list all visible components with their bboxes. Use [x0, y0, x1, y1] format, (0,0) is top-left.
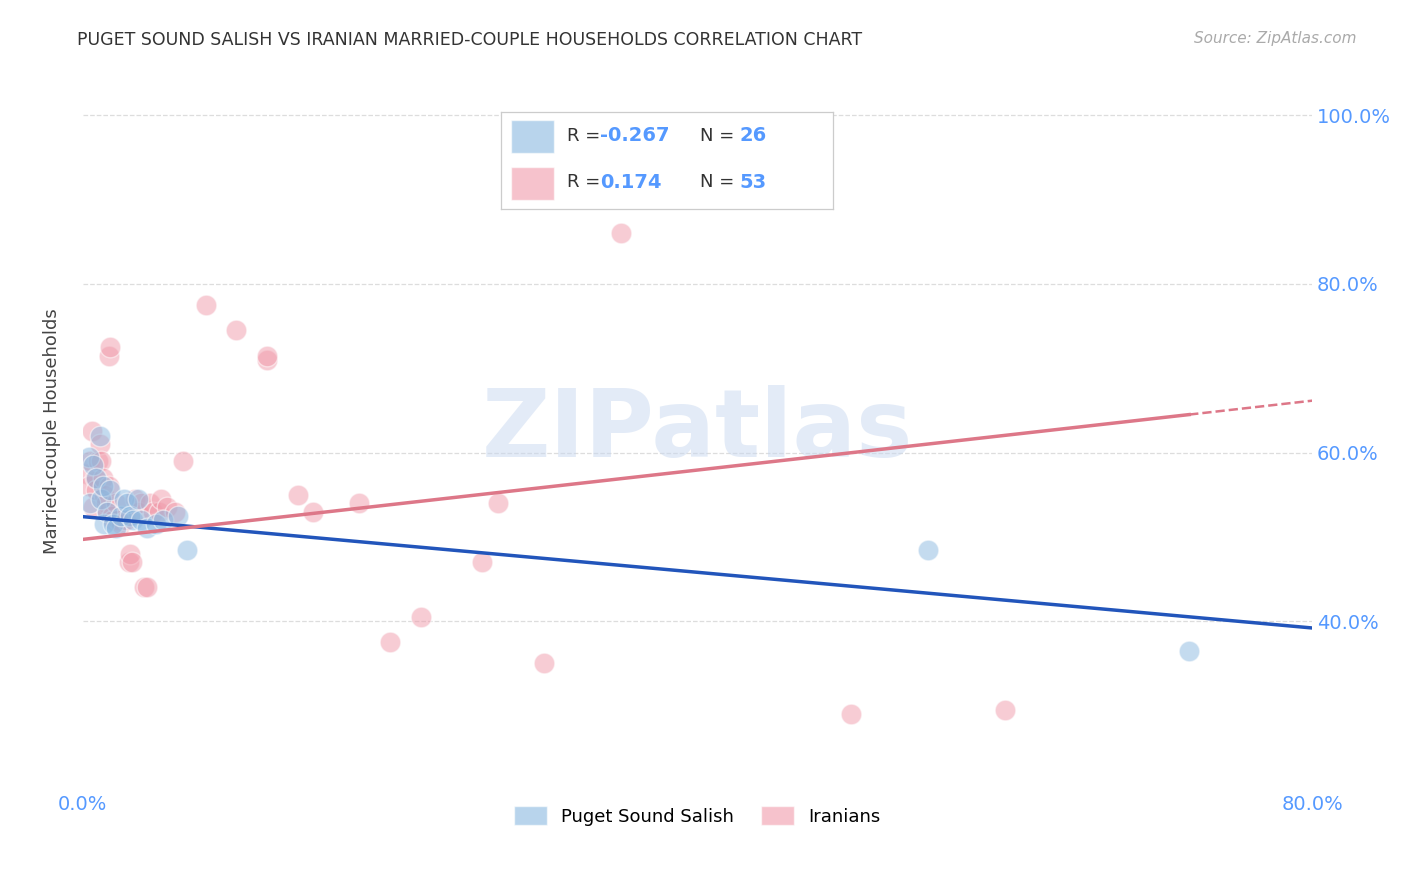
Point [121, 555, 143, 569]
Point [120, 508, 142, 523]
Point [114, 513, 136, 527]
Point [80, 425, 103, 439]
Point [127, 491, 149, 506]
Point [90, 454, 112, 468]
Point [994, 703, 1017, 717]
Point [89, 428, 111, 442]
Point [79, 496, 101, 510]
Point [103, 513, 125, 527]
Point [148, 505, 170, 519]
Point [79, 454, 101, 468]
Point [98, 340, 121, 354]
Point [134, 581, 156, 595]
Point [194, 298, 217, 312]
Point [87, 454, 110, 468]
Point [89, 437, 111, 451]
Point [105, 496, 128, 510]
Text: Source: ZipAtlas.com: Source: ZipAtlas.com [1194, 31, 1357, 46]
Point [91, 479, 114, 493]
Point [77, 450, 100, 464]
Point [349, 496, 371, 510]
Point [302, 505, 325, 519]
Point [122, 513, 145, 527]
Point [917, 542, 939, 557]
Y-axis label: Married-couple Households: Married-couple Households [44, 309, 60, 554]
Point [129, 513, 152, 527]
Point [93, 517, 115, 532]
Point [110, 508, 132, 523]
Point [112, 491, 135, 506]
Point [152, 513, 174, 527]
Point [150, 491, 173, 506]
Point [118, 555, 141, 569]
Point [256, 352, 278, 367]
Point [378, 635, 401, 649]
Point [96, 505, 118, 519]
Point [97, 479, 120, 493]
Point [167, 508, 190, 523]
Point [90, 491, 112, 506]
Point [163, 505, 186, 519]
Point [533, 657, 555, 671]
Point [1178, 644, 1201, 658]
Legend: Puget Sound Salish, Iranians: Puget Sound Salish, Iranians [505, 797, 890, 835]
Point [139, 496, 162, 510]
Point [107, 513, 129, 527]
Point [172, 454, 194, 468]
Point [839, 706, 862, 721]
Point [77, 479, 100, 493]
Point [120, 547, 142, 561]
Point [145, 517, 167, 532]
Point [98, 483, 121, 498]
Point [486, 496, 509, 510]
Point [142, 505, 165, 519]
Point [609, 226, 631, 240]
Point [127, 505, 149, 519]
Point [136, 581, 159, 595]
Point [84, 471, 107, 485]
Point [82, 500, 104, 515]
Point [82, 458, 104, 473]
Point [101, 508, 124, 523]
Point [76, 467, 98, 481]
Point [287, 488, 309, 502]
Point [409, 610, 432, 624]
Point [115, 496, 138, 510]
Point [256, 349, 278, 363]
Point [97, 349, 120, 363]
Point [103, 517, 125, 532]
Point [86, 483, 108, 498]
Point [124, 491, 146, 506]
Point [225, 323, 247, 337]
Point [105, 521, 128, 535]
Text: PUGET SOUND SALISH VS IRANIAN MARRIED-COUPLE HOUSEHOLDS CORRELATION CHART: PUGET SOUND SALISH VS IRANIAN MARRIED-CO… [77, 31, 862, 49]
Text: ZIPatlas: ZIPatlas [482, 385, 912, 477]
Point [129, 496, 152, 510]
Point [176, 542, 198, 557]
Point [94, 496, 117, 510]
Point [156, 500, 179, 515]
Point [136, 521, 159, 535]
Point [471, 555, 494, 569]
Point [93, 488, 115, 502]
Point [110, 517, 132, 532]
Point [96, 505, 118, 519]
Point [91, 471, 114, 485]
Point [86, 471, 108, 485]
